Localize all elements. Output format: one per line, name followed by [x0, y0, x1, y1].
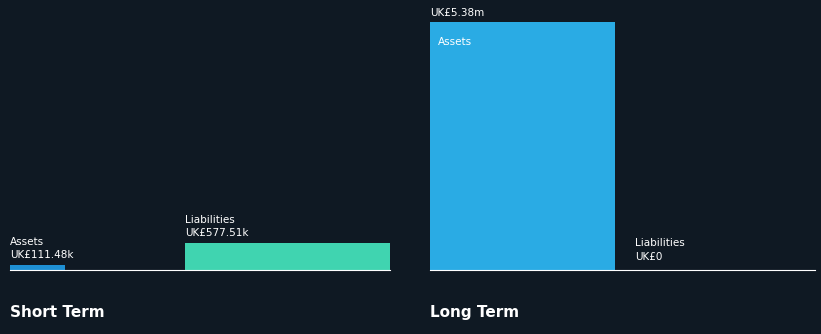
Bar — [10, 265, 65, 270]
Bar — [430, 22, 615, 270]
Text: Liabilities: Liabilities — [635, 238, 685, 248]
Text: UK£111.48k: UK£111.48k — [10, 250, 74, 260]
Text: UK£5.38m: UK£5.38m — [430, 8, 484, 18]
Text: Short Term: Short Term — [10, 305, 104, 320]
Text: UK£577.51k: UK£577.51k — [185, 228, 249, 238]
Text: Assets: Assets — [438, 37, 472, 47]
Text: UK£0: UK£0 — [635, 252, 663, 262]
Text: Liabilities: Liabilities — [185, 215, 235, 225]
Bar — [185, 243, 390, 270]
Text: Assets: Assets — [10, 237, 44, 247]
Text: Long Term: Long Term — [430, 305, 519, 320]
